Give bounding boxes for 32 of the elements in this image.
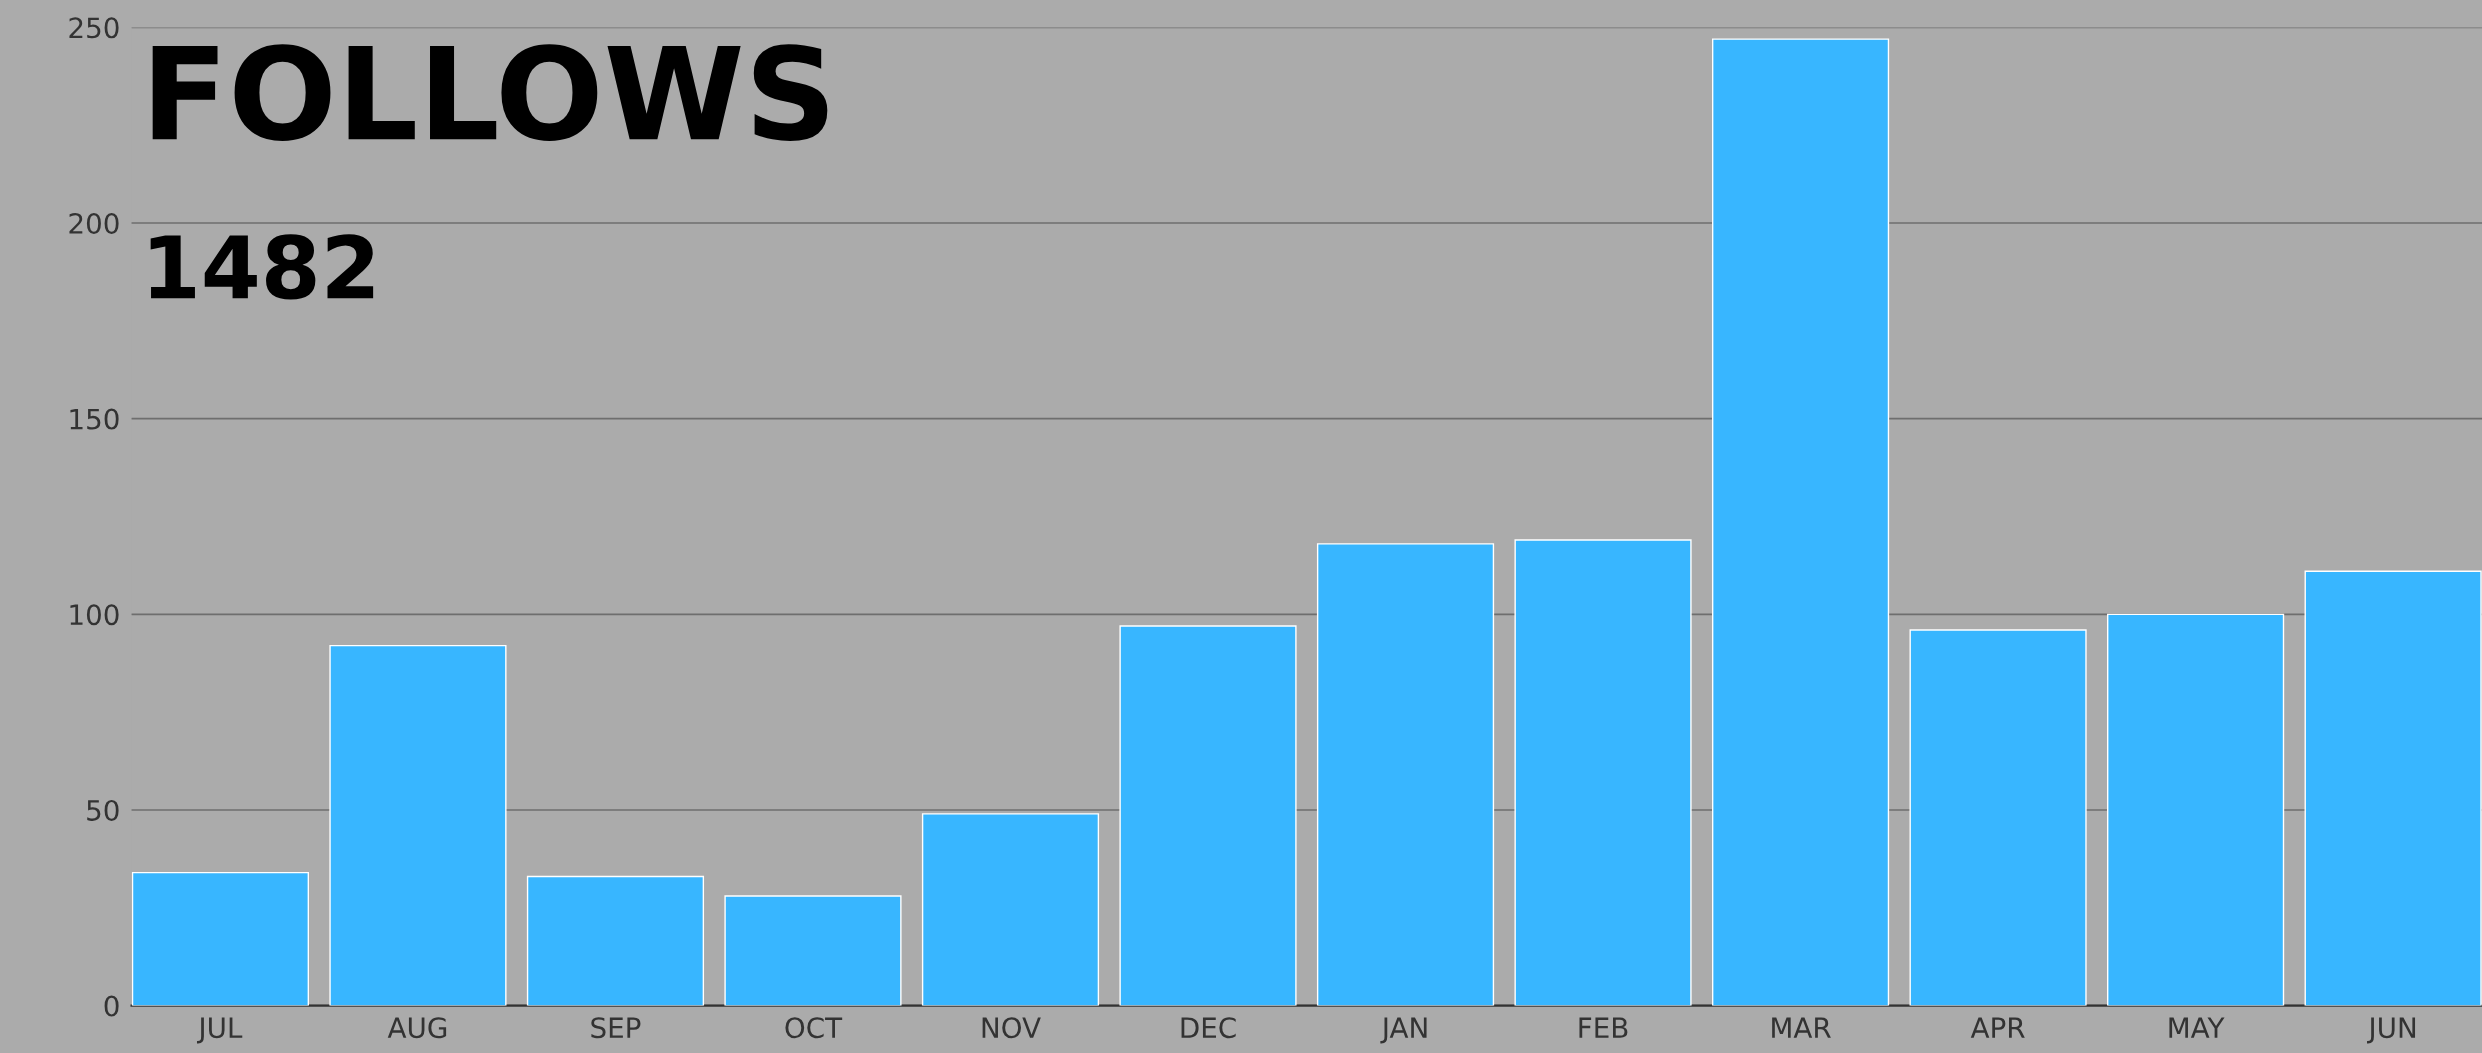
bar bbox=[526, 875, 705, 1006]
chart-title: FOLLOWS bbox=[152, 44, 828, 141]
bar bbox=[1711, 38, 1890, 1006]
x-tick-label: DEC bbox=[1181, 1017, 1236, 1039]
bar bbox=[921, 813, 1100, 1006]
bar bbox=[1316, 543, 1495, 1006]
y-tick-label: 0 bbox=[104, 995, 119, 1017]
x-tick-label: AUG bbox=[387, 1017, 447, 1039]
bar bbox=[2304, 570, 2482, 1006]
y-tick-label: 100 bbox=[70, 604, 119, 626]
text: 1482 bbox=[150, 234, 374, 300]
x-tick-label: SEP bbox=[591, 1017, 641, 1039]
y-tick-label: 250 bbox=[69, 17, 119, 39]
bar bbox=[724, 895, 902, 1006]
x-tick-label: NOV bbox=[982, 1017, 1041, 1039]
bar bbox=[1514, 539, 1692, 1006]
y-tick-label: 50 bbox=[87, 799, 119, 821]
x-tick-label: APR bbox=[1970, 1017, 2025, 1038]
y-tick-label: 200 bbox=[69, 212, 119, 234]
x-tick-label: FEB bbox=[1579, 1017, 1628, 1038]
x-tick-label: JAN bbox=[1380, 1017, 1427, 1044]
x-tick-label: JUN bbox=[2367, 1017, 2416, 1044]
bar bbox=[2107, 613, 2285, 1006]
x-tick-label: MAY bbox=[2169, 1017, 2225, 1038]
bar bbox=[329, 644, 507, 1006]
bar bbox=[1909, 629, 2087, 1006]
bar bbox=[131, 871, 310, 1006]
x-tick-label: JUL bbox=[196, 1017, 243, 1044]
x-tick-label: OCT bbox=[785, 1017, 843, 1039]
y-tick-label: 150 bbox=[70, 408, 119, 430]
x-tick-label: MAR bbox=[1772, 1017, 1831, 1038]
bar bbox=[1119, 625, 1297, 1006]
